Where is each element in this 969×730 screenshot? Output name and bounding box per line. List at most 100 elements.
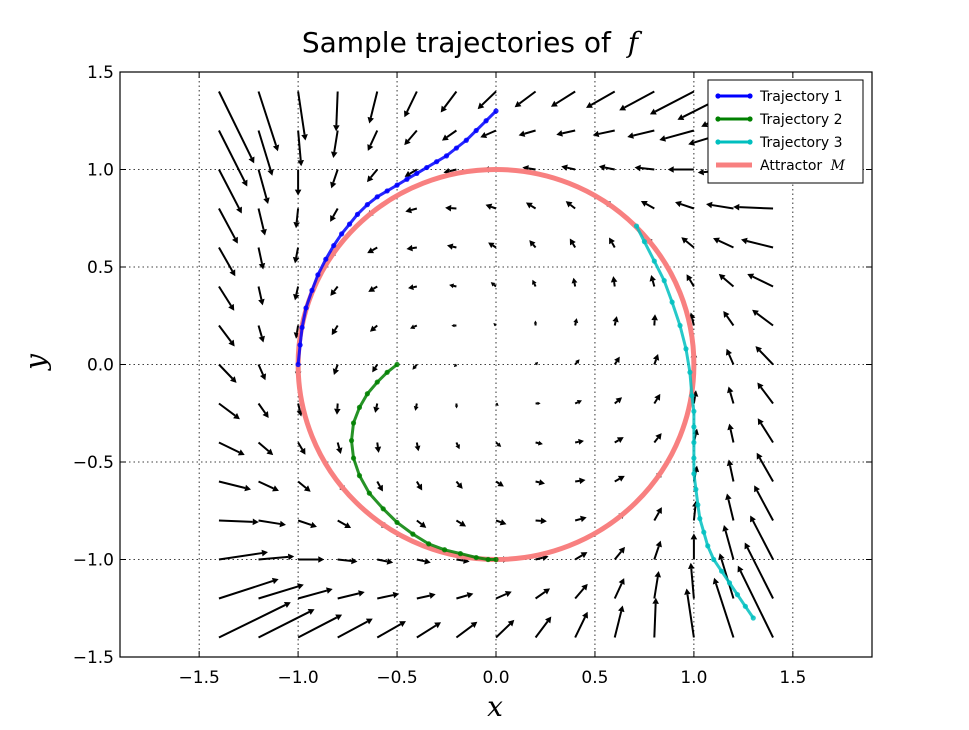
vector-shaft <box>297 441 304 451</box>
vector-head <box>272 144 280 152</box>
vector-shaft <box>258 611 310 639</box>
series-3-point-15 <box>691 408 697 414</box>
vector-head <box>344 522 352 529</box>
vector-head <box>365 618 373 625</box>
vector-shaft <box>572 243 577 249</box>
series-1-point-3 <box>463 137 469 143</box>
legend-label-attractor: Attractor M <box>760 158 846 174</box>
vector-arrow-13-5 <box>727 423 735 443</box>
vector-shaft <box>416 594 431 600</box>
series-3-point-4 <box>719 568 725 574</box>
vector-head <box>377 484 383 492</box>
vector-head <box>495 402 499 407</box>
vector-shaft <box>415 403 418 407</box>
vector-head <box>258 335 265 343</box>
vector-head <box>271 577 279 585</box>
vector-head <box>261 549 268 557</box>
y-tick-label-5: 1.0 <box>87 161 114 181</box>
vector-shaft <box>535 556 543 561</box>
vector-arrow-9-12 <box>561 164 576 171</box>
vector-shaft <box>416 519 423 525</box>
vector-arrow-7-8 <box>493 322 497 327</box>
vector-shaft <box>374 363 379 369</box>
vector-head <box>718 273 726 281</box>
vector-head <box>690 533 698 540</box>
vector-arrow-7-4 <box>495 480 504 487</box>
vector-shaft <box>218 285 232 307</box>
legend-entry-1: Trajectory 1 <box>715 89 842 105</box>
vector-arrow-7-10 <box>488 242 497 249</box>
vector-shaft <box>297 130 302 161</box>
legend-label-1: Trajectory 1 <box>759 89 842 105</box>
series-2-point-14 <box>441 547 448 553</box>
series-1-point-9 <box>404 176 410 182</box>
vector-arrow-14-6 <box>757 382 774 405</box>
vector-head <box>756 452 763 460</box>
vector-arrow-11-6 <box>653 393 661 405</box>
vector-arrow-0-9 <box>218 285 235 311</box>
vector-shaft <box>613 550 622 561</box>
vector-arrow-0-4 <box>218 480 251 492</box>
series-1-point-13 <box>364 202 370 208</box>
vector-shaft <box>614 400 619 405</box>
vector-head <box>612 316 619 323</box>
vector-shaft <box>495 519 502 524</box>
y-axis-label: y <box>19 353 52 372</box>
series-2-point-12 <box>410 531 416 537</box>
vector-head <box>299 447 306 455</box>
vector-shaft <box>257 441 270 452</box>
vector-head <box>537 440 543 446</box>
vector-head <box>675 200 682 208</box>
vector-arrow-9-5 <box>574 438 584 445</box>
vector-arrow-9-1 <box>574 583 588 600</box>
vector-head <box>640 200 648 207</box>
vector-arrow-8-6 <box>535 401 541 406</box>
vector-head <box>416 483 423 491</box>
series-2-point-10 <box>380 506 386 512</box>
vector-head <box>480 131 488 139</box>
series-1-point-11 <box>384 188 390 194</box>
vector-head <box>634 164 641 172</box>
vector-shaft <box>257 130 272 171</box>
vector-head <box>404 138 411 146</box>
vector-head <box>292 256 300 264</box>
vector-shaft <box>295 325 300 333</box>
vector-head <box>618 605 625 613</box>
series-1-point-5 <box>443 153 450 159</box>
vector-arrow-5-7 <box>412 363 418 370</box>
vector-shaft <box>752 520 774 560</box>
vector-head <box>659 135 666 142</box>
vector-head <box>649 274 656 282</box>
vector-shaft <box>728 353 735 365</box>
series-1-point-1 <box>483 118 489 124</box>
vector-shaft <box>653 603 657 638</box>
vector-head <box>287 553 295 561</box>
vector-arrow-12-1 <box>687 562 695 599</box>
series-3-point-0 <box>750 615 756 621</box>
legend-label-3: Trajectory 3 <box>759 135 842 151</box>
vector-shaft <box>443 90 458 109</box>
vector-arrow-14-8 <box>752 309 774 327</box>
vector-head <box>386 558 394 565</box>
vector-shaft <box>495 623 511 639</box>
vector-shaft <box>692 506 697 521</box>
vector-arrow-10-7 <box>613 356 620 366</box>
vector-arrow-1-12 <box>257 169 270 205</box>
vector-shaft <box>456 558 464 562</box>
vector-head <box>687 562 695 570</box>
x-tick-label-1: −1.0 <box>277 668 318 688</box>
vector-head <box>367 144 374 151</box>
legend-label-2: Trajectory 2 <box>759 112 842 128</box>
vector-arrow-3-0 <box>337 618 373 639</box>
series-3-point-19 <box>677 322 683 329</box>
legend-entry-2: Trajectory 2 <box>715 112 842 128</box>
vector-shaft <box>569 204 576 210</box>
series-2-point-3 <box>364 391 370 397</box>
vector-head <box>330 289 337 296</box>
vector-head <box>652 597 659 604</box>
vector-arrow-1-0 <box>258 608 315 639</box>
legend-marker-3a <box>715 139 721 145</box>
vector-head <box>332 368 340 375</box>
vector-arrow-8-13 <box>518 129 536 137</box>
